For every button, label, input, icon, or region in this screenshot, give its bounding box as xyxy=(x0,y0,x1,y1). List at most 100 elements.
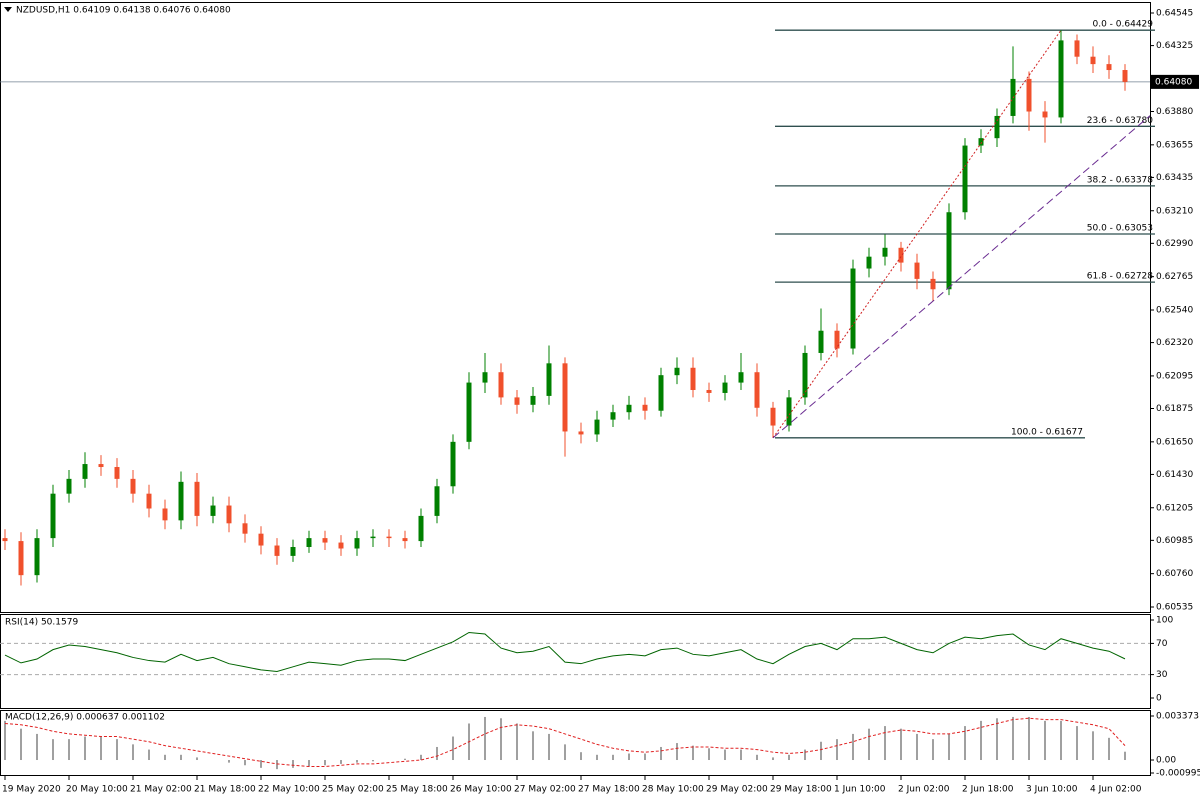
menu-arrow xyxy=(4,7,12,12)
y-tick-label: 0.64325 xyxy=(1156,41,1193,51)
y-tick-label: 100 xyxy=(1156,616,1173,626)
candle-body xyxy=(578,431,584,435)
candle-body xyxy=(130,478,136,494)
candle-body xyxy=(770,407,776,426)
macd-panel xyxy=(0,710,1151,776)
x-tick-label: 25 May 02:00 xyxy=(322,785,384,795)
candle-body xyxy=(322,538,328,543)
x-tick-label: 29 May 18:00 xyxy=(770,785,832,795)
y-tick-label: 0.61875 xyxy=(1156,404,1193,414)
x-tick-label: 2 Jun 02:00 xyxy=(898,785,950,795)
y-tick-label: 0.62540 xyxy=(1156,306,1193,316)
fib-label: 23.6 - 0.63780 xyxy=(1087,116,1153,126)
x-tick-label: 28 May 10:00 xyxy=(642,785,704,795)
rsi-line xyxy=(4,631,1126,672)
candle-body xyxy=(34,538,40,576)
candle-body xyxy=(594,419,600,435)
candle-body xyxy=(450,441,456,487)
x-tick-label: 22 May 10:00 xyxy=(258,785,320,795)
y-tick-label: 70 xyxy=(1156,639,1168,649)
candle-body xyxy=(66,478,72,494)
y-tick-label: 0.00 xyxy=(1156,756,1176,766)
x-tick-label: 1 Jun 10:00 xyxy=(834,785,886,795)
candle-body xyxy=(418,515,424,542)
candle-body xyxy=(178,481,184,521)
candle-body xyxy=(530,395,536,405)
candle-body xyxy=(754,372,760,408)
x-tick-label: 2 Jun 18:00 xyxy=(962,785,1014,795)
chart-title: NZDUSD,H1 0.64109 0.64138 0.64076 0.6408… xyxy=(16,6,231,16)
candle-body xyxy=(738,372,744,383)
candle-body xyxy=(210,505,216,516)
candle-body xyxy=(562,363,568,432)
x-tick-label: 26 May 10:00 xyxy=(450,785,512,795)
y-tick-label: 0.61430 xyxy=(1156,470,1193,480)
rsi-title: RSI(14) 50.1579 xyxy=(5,618,78,628)
x-tick-label: 21 May 18:00 xyxy=(194,785,256,795)
x-tick-label: 29 May 02:00 xyxy=(706,785,768,795)
candle-body xyxy=(434,486,440,516)
fib-label: 38.2 - 0.63378 xyxy=(1087,175,1153,185)
main-panel xyxy=(0,2,1151,613)
candle-body xyxy=(722,382,728,393)
fib-label: 61.8 - 0.62728 xyxy=(1087,272,1153,282)
candle-body xyxy=(1026,78,1032,112)
x-tick-label: 3 Jun 10:00 xyxy=(1026,785,1078,795)
candle-body xyxy=(930,278,936,290)
y-tick-label: 0.62990 xyxy=(1156,239,1193,249)
candle-body xyxy=(1106,64,1112,71)
candle-body xyxy=(802,352,808,398)
candle-body xyxy=(242,523,248,534)
candle-body xyxy=(1122,70,1128,82)
candle-body xyxy=(2,538,8,542)
y-tick-label: 0.62320 xyxy=(1156,338,1193,348)
y-tick-label: 0.64545 xyxy=(1156,9,1193,19)
candle-body xyxy=(946,212,952,290)
candle-body xyxy=(402,538,408,542)
candle-body xyxy=(962,145,968,213)
y-tick-label: 0.60535 xyxy=(1156,603,1193,613)
candle-body xyxy=(706,389,712,393)
y-tick-label: 0.62095 xyxy=(1156,371,1193,381)
y-tick-label: 0.62765 xyxy=(1156,272,1193,282)
price-box xyxy=(1151,74,1199,89)
candle-body xyxy=(18,541,24,576)
trend-line xyxy=(772,115,1151,439)
candle-body xyxy=(274,545,280,556)
candle-body xyxy=(466,382,472,442)
x-tick-label: 21 May 02:00 xyxy=(130,785,192,795)
x-tick-label: 25 May 18:00 xyxy=(386,785,448,795)
candle-body xyxy=(994,115,1000,139)
x-tick-label: 27 May 02:00 xyxy=(514,785,576,795)
candle-body xyxy=(882,247,888,257)
fib-label: 50.0 - 0.63053 xyxy=(1087,224,1153,234)
y-tick-label: 0.63655 xyxy=(1156,140,1193,150)
candle-body xyxy=(290,547,296,556)
candle-body xyxy=(898,247,904,263)
y-tick-label: 0.003373 xyxy=(1156,712,1199,722)
candle-body xyxy=(642,404,648,411)
candle-body xyxy=(610,412,616,420)
y-tick-label: 0.63435 xyxy=(1156,173,1193,183)
candle-body xyxy=(978,138,984,146)
candle-body xyxy=(50,493,56,539)
candle-body xyxy=(354,538,360,549)
candle-body xyxy=(658,375,664,411)
x-tick-label: 20 May 10:00 xyxy=(66,785,128,795)
candle-body xyxy=(546,363,552,396)
current-price-label: 0.64080 xyxy=(1155,77,1192,87)
candle-body xyxy=(98,464,104,468)
candle-body xyxy=(866,256,872,269)
candle-body xyxy=(1074,40,1080,57)
candle-body xyxy=(914,262,920,279)
candle-body xyxy=(818,330,824,353)
candle-body xyxy=(498,372,504,398)
y-tick-label: 30 xyxy=(1156,670,1168,680)
candle-body xyxy=(850,268,856,349)
signal-line xyxy=(4,717,1126,768)
macd-title: MACD(12,26,9) 0.000637 0.001102 xyxy=(5,713,165,723)
candle-body xyxy=(114,467,120,479)
candle-body xyxy=(370,536,376,539)
candle-body xyxy=(82,464,88,479)
